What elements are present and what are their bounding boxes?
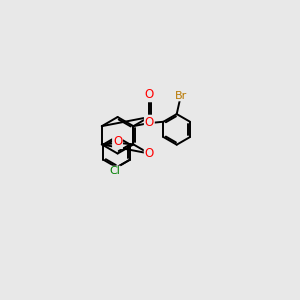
Text: O: O [113,135,122,148]
Text: Cl: Cl [109,167,120,176]
Text: O: O [145,88,154,101]
Text: O: O [145,116,154,128]
Text: Br: Br [175,91,188,100]
Text: O: O [145,147,154,160]
